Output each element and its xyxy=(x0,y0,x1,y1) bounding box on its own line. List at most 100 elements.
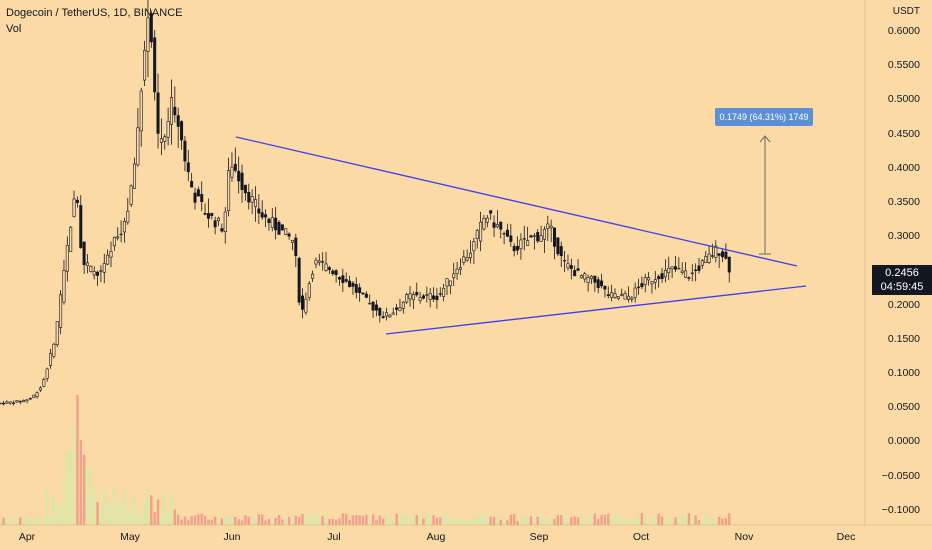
volume-bar xyxy=(5,517,9,525)
candle-body xyxy=(25,399,29,402)
candle-body xyxy=(59,294,63,328)
candle-body xyxy=(159,138,163,143)
volume-bar xyxy=(133,494,136,525)
candle-body xyxy=(475,230,479,239)
volume-bar xyxy=(553,519,556,525)
volume-bar xyxy=(318,514,321,525)
candle-body xyxy=(92,271,96,276)
volume-bar xyxy=(52,494,56,525)
candle-body xyxy=(82,241,86,266)
volume-bar xyxy=(207,519,210,525)
candle-body xyxy=(32,394,36,398)
candle-body xyxy=(438,293,442,295)
trendlines[interactable] xyxy=(235,136,807,335)
volume-bar xyxy=(365,514,368,525)
volume-bar xyxy=(465,520,469,525)
volume-bar xyxy=(573,516,576,525)
volume-bar xyxy=(12,520,15,525)
candle-body xyxy=(166,121,170,138)
volume-bar xyxy=(640,513,644,525)
volume-bar xyxy=(677,514,681,525)
volume-bar xyxy=(59,502,62,525)
volume-bar xyxy=(617,514,620,525)
volume-indicator-label[interactable]: Vol xyxy=(6,23,22,35)
volume-bar xyxy=(711,518,714,525)
candle-body xyxy=(358,287,362,294)
candle-body xyxy=(210,212,214,216)
candle-body xyxy=(623,293,627,300)
chart-title: Dogecoin / TetherUS, 1D, BINANCE xyxy=(6,7,183,19)
volume-bar xyxy=(213,516,217,525)
price-tick-label: 0.1500 xyxy=(887,332,920,345)
volume-bar xyxy=(378,515,381,525)
volume-bar xyxy=(234,517,237,525)
volume-bar xyxy=(180,519,183,525)
volume-bar xyxy=(462,519,465,525)
candle-body xyxy=(307,283,311,299)
candle-body xyxy=(573,270,577,277)
volume-bar xyxy=(281,519,284,525)
volume-bar xyxy=(62,472,66,525)
volume-bar xyxy=(166,512,170,525)
candle-body xyxy=(455,268,459,274)
price-range-measure[interactable] xyxy=(759,135,771,255)
candle-body xyxy=(673,266,677,270)
resistance-trendline xyxy=(235,136,798,267)
volume-bar xyxy=(654,517,657,525)
volume-bar xyxy=(116,501,119,525)
volume-bar xyxy=(492,516,496,525)
volume-bar xyxy=(42,519,45,525)
candle-body xyxy=(102,263,106,273)
volume-bar xyxy=(590,513,593,525)
measure-label[interactable]: 0.1749 (64.31%) 1749 xyxy=(715,108,813,126)
volume-bar xyxy=(489,516,492,525)
volume-bar xyxy=(56,503,59,525)
volume-bar xyxy=(25,519,29,525)
time-tick-label: Apr xyxy=(18,531,36,543)
candle-body xyxy=(203,213,207,215)
volume-bar xyxy=(385,514,388,525)
candle-body xyxy=(411,294,415,301)
candle-body xyxy=(72,198,76,217)
volume-bar xyxy=(9,517,12,525)
price-tick-label: 0.1000 xyxy=(887,367,920,379)
price-tick-label: −0.1000 xyxy=(881,503,920,516)
candle-body xyxy=(546,223,550,229)
volume-bar xyxy=(476,515,479,525)
volume-bar xyxy=(429,517,432,525)
volume-bar xyxy=(79,440,82,525)
candle-body xyxy=(106,254,110,265)
volume-bar xyxy=(694,515,697,525)
candle-body xyxy=(539,235,543,242)
volume-bar xyxy=(257,514,261,525)
volume-bar xyxy=(728,513,731,525)
volume-bar xyxy=(418,514,422,525)
candle-body xyxy=(448,280,452,287)
volume-bar xyxy=(123,489,126,525)
candle-body xyxy=(173,106,177,116)
volume-bar xyxy=(432,515,435,525)
candle-body xyxy=(660,273,664,280)
candle-body xyxy=(643,277,647,285)
candle-body xyxy=(704,256,708,264)
volume-bar xyxy=(529,516,533,525)
candle-body xyxy=(479,221,483,242)
price-tick-label: 0.0000 xyxy=(887,435,920,448)
candle-body xyxy=(45,368,49,379)
volume-bar xyxy=(355,514,358,525)
volume-bar xyxy=(15,516,19,525)
volume-bar xyxy=(526,517,529,525)
volume-bar xyxy=(106,500,109,525)
candle-body xyxy=(28,397,32,400)
candle-body xyxy=(485,217,489,223)
candle-body xyxy=(542,228,546,240)
candle-body xyxy=(183,140,187,162)
candle-body xyxy=(163,136,167,142)
volume-bar xyxy=(607,513,610,525)
candle-body xyxy=(596,279,600,289)
candle-body xyxy=(240,172,244,190)
volume-bar xyxy=(657,513,660,525)
volume-bar xyxy=(291,515,294,525)
candle-body xyxy=(304,298,308,313)
